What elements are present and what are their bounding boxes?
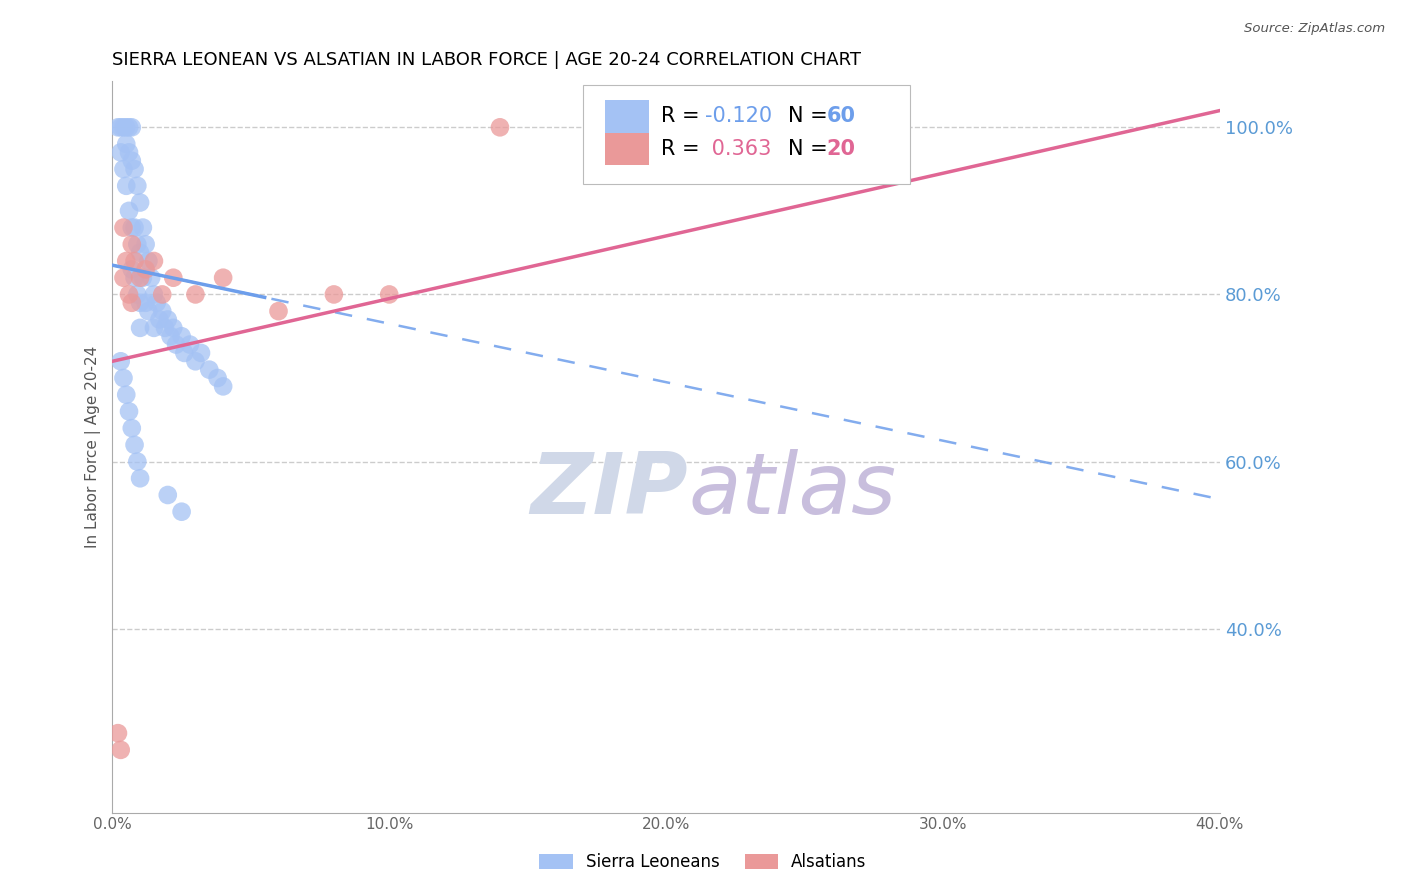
Text: ZIP: ZIP [530, 450, 688, 533]
Text: -0.120: -0.120 [704, 106, 772, 127]
Point [121, 153, 143, 168]
Text: 60: 60 [827, 106, 856, 127]
Point [489, 120, 512, 135]
Point [129, 295, 152, 310]
Point [173, 346, 195, 360]
FancyBboxPatch shape [605, 100, 650, 133]
Point [179, 337, 201, 351]
Legend: Sierra Leoneans, Alsatians: Sierra Leoneans, Alsatians [531, 845, 875, 880]
Text: atlas: atlas [688, 450, 896, 533]
Point [156, 312, 179, 326]
Point [162, 321, 184, 335]
FancyBboxPatch shape [583, 85, 910, 184]
Point [170, 505, 193, 519]
Point [142, 254, 165, 268]
Point [118, 287, 141, 301]
Point [129, 245, 152, 260]
Point [110, 145, 132, 160]
Point [124, 220, 146, 235]
Point [378, 287, 401, 301]
Point [165, 337, 187, 351]
Point [207, 371, 229, 385]
Point [112, 162, 135, 177]
Point [212, 379, 235, 393]
Point [121, 220, 143, 235]
Point [150, 304, 173, 318]
Point [132, 270, 155, 285]
Point [112, 120, 135, 135]
Point [121, 421, 143, 435]
Point [135, 262, 157, 277]
Point [129, 195, 152, 210]
Text: N =: N = [787, 139, 834, 160]
Point [118, 203, 141, 218]
Point [112, 220, 135, 235]
Point [322, 287, 344, 301]
Point [212, 270, 235, 285]
Point [141, 270, 163, 285]
Point [112, 371, 135, 385]
Point [135, 237, 157, 252]
Point [118, 404, 141, 418]
Point [121, 295, 143, 310]
Point [118, 145, 141, 160]
Point [127, 237, 149, 252]
Point [138, 254, 160, 268]
Point [142, 287, 165, 301]
Point [115, 136, 138, 151]
Text: R =: R = [661, 106, 706, 127]
Text: 0.363: 0.363 [704, 139, 772, 160]
Point [110, 354, 132, 368]
Point [142, 321, 165, 335]
Point [121, 237, 143, 252]
Point [153, 321, 176, 335]
Point [124, 254, 146, 268]
Point [112, 270, 135, 285]
FancyBboxPatch shape [605, 133, 650, 165]
Point [198, 362, 221, 376]
Point [107, 726, 129, 740]
Point [129, 321, 152, 335]
Point [121, 262, 143, 277]
Point [190, 346, 212, 360]
Point [184, 354, 207, 368]
Point [110, 120, 132, 135]
Point [159, 329, 181, 343]
Point [162, 270, 184, 285]
Point [107, 120, 129, 135]
Point [132, 220, 155, 235]
Point [170, 329, 193, 343]
Point [135, 295, 157, 310]
Text: SIERRA LEONEAN VS ALSATIAN IN LABOR FORCE | AGE 20-24 CORRELATION CHART: SIERRA LEONEAN VS ALSATIAN IN LABOR FORC… [112, 51, 862, 69]
Point [115, 254, 138, 268]
Point [127, 178, 149, 193]
Point [124, 162, 146, 177]
Point [115, 388, 138, 402]
Point [145, 295, 167, 310]
Point [267, 304, 290, 318]
Point [156, 488, 179, 502]
Point [124, 438, 146, 452]
Text: 20: 20 [827, 139, 856, 160]
Point [138, 304, 160, 318]
Point [121, 120, 143, 135]
Point [110, 743, 132, 757]
Point [124, 270, 146, 285]
Text: N =: N = [787, 106, 834, 127]
Point [118, 120, 141, 135]
Point [115, 178, 138, 193]
Point [127, 454, 149, 468]
Text: Source: ZipAtlas.com: Source: ZipAtlas.com [1244, 22, 1385, 36]
Point [115, 120, 138, 135]
Point [150, 287, 173, 301]
Point [127, 287, 149, 301]
Point [184, 287, 207, 301]
Y-axis label: In Labor Force | Age 20-24: In Labor Force | Age 20-24 [86, 346, 101, 548]
Point [148, 312, 170, 326]
Text: R =: R = [661, 139, 706, 160]
Point [129, 270, 152, 285]
Point [129, 471, 152, 485]
